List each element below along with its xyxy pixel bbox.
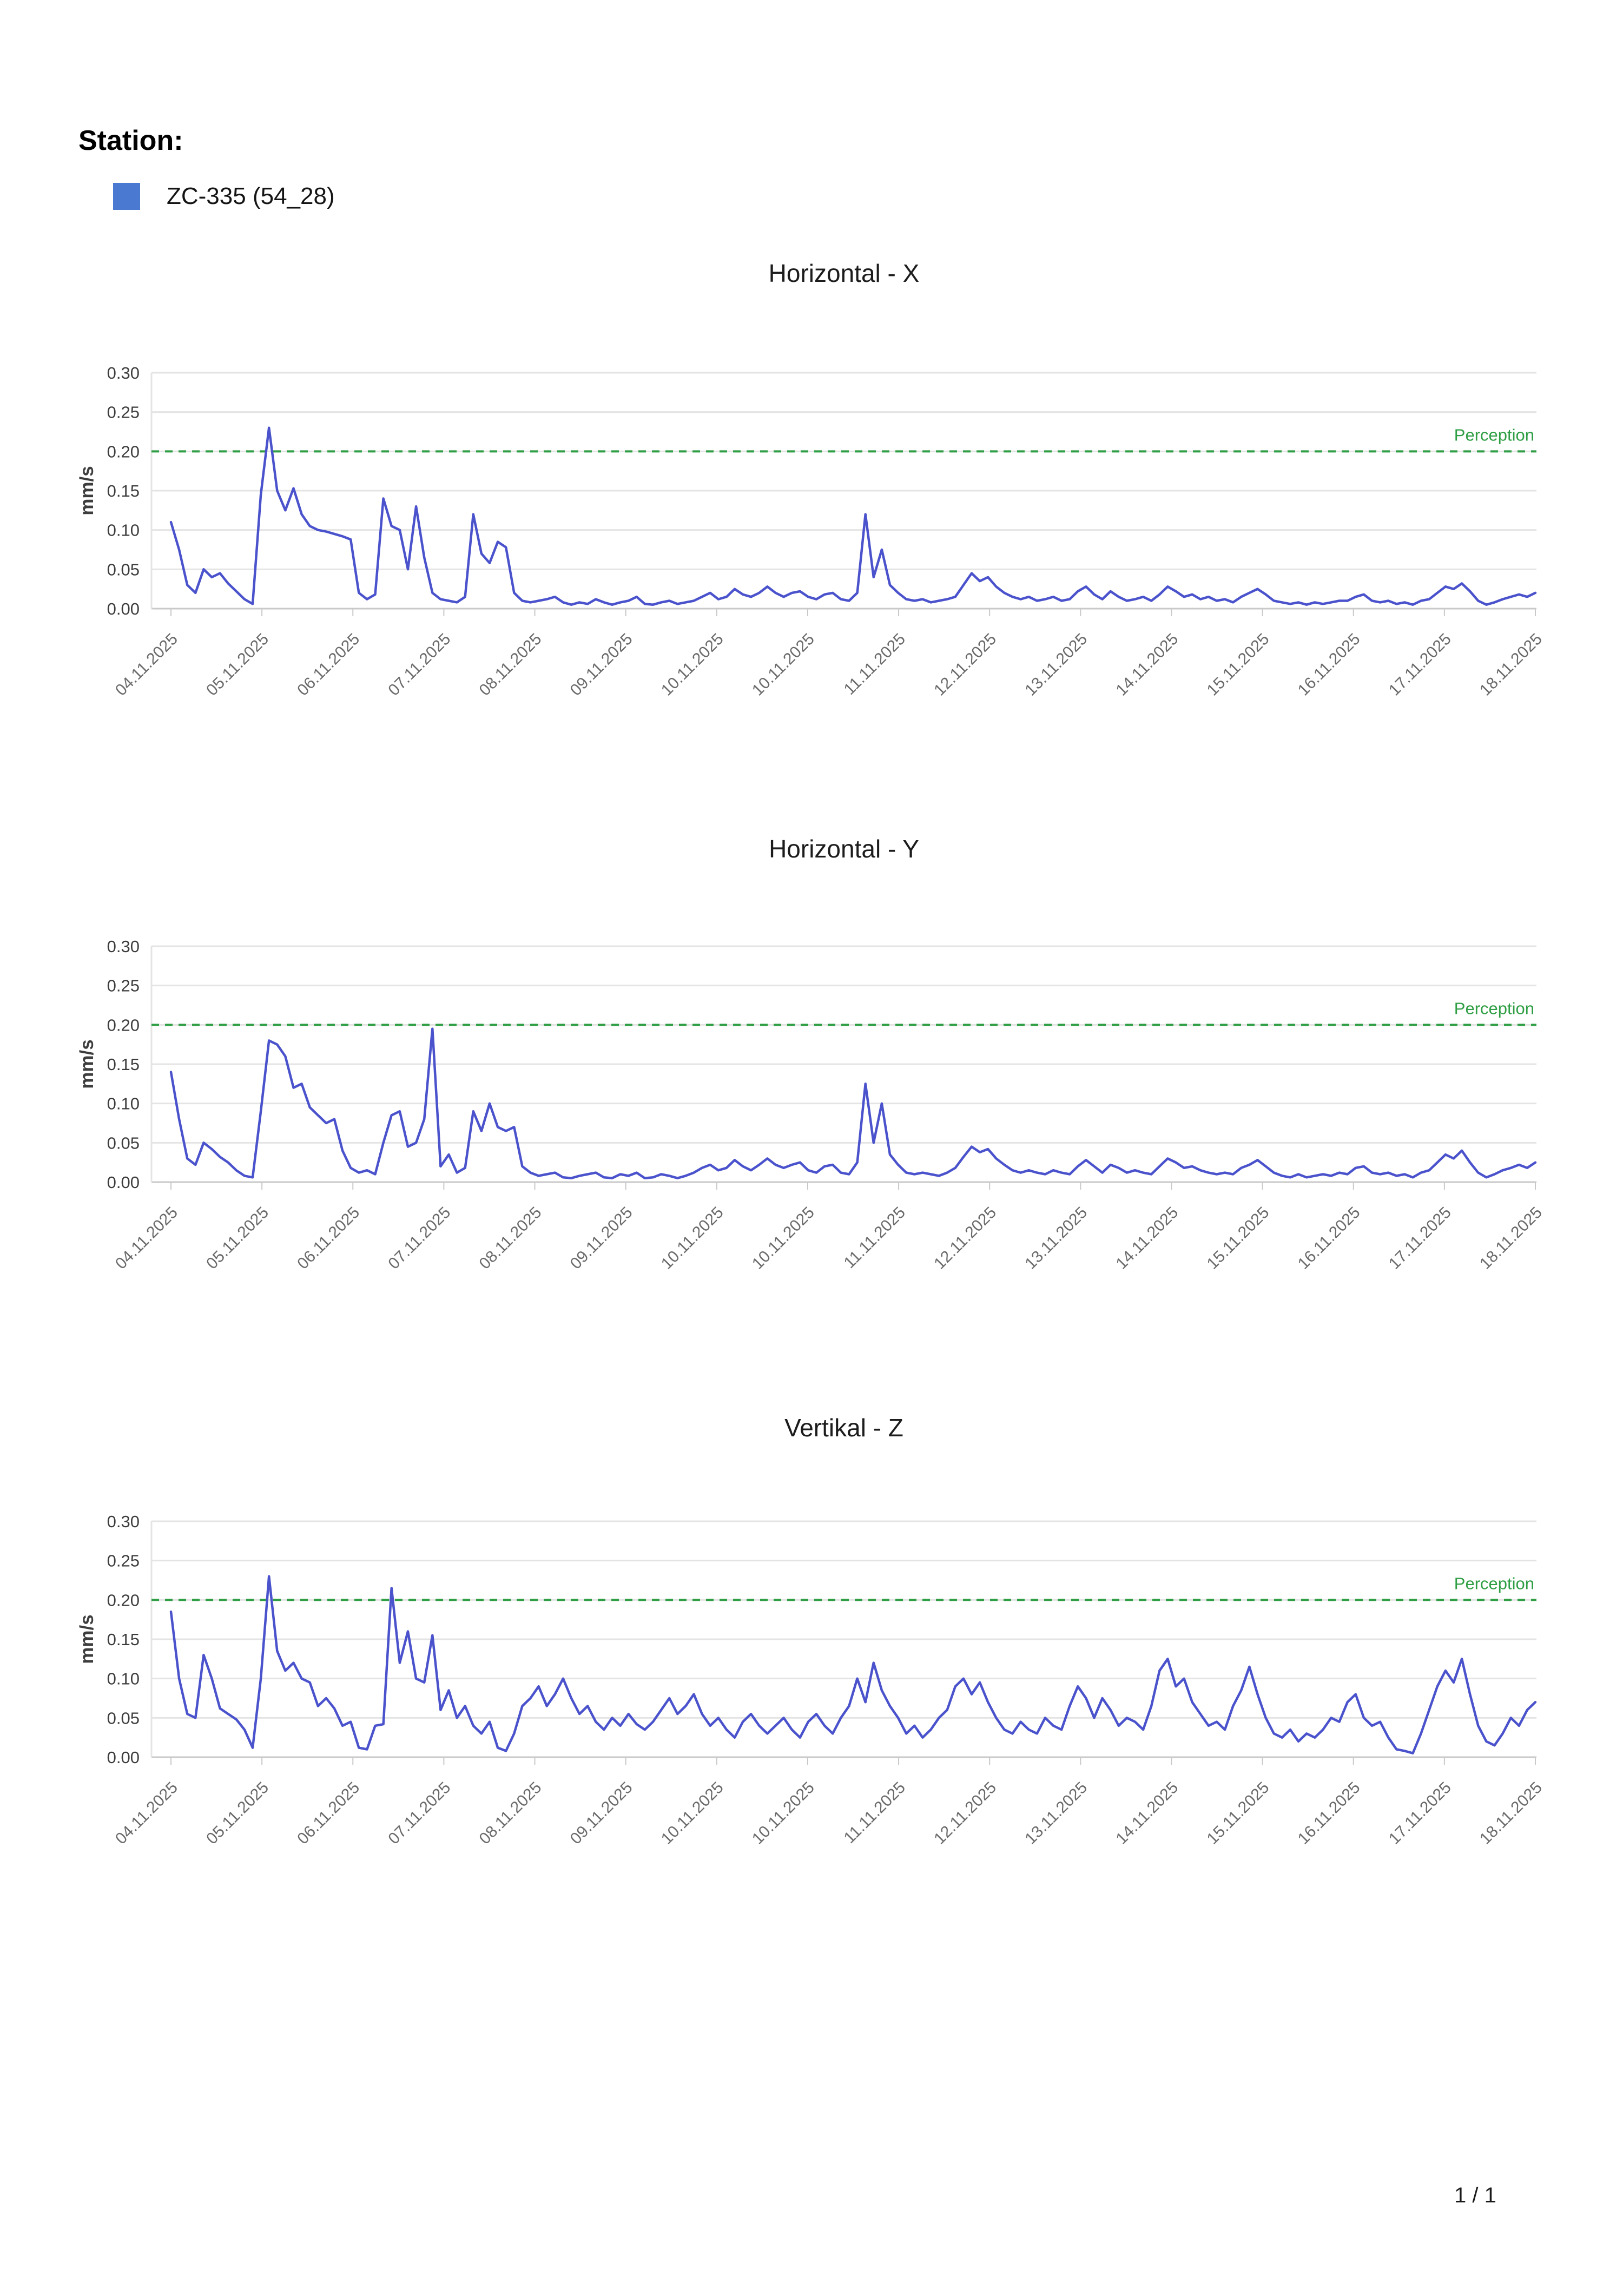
perception-label: Perception [1454,425,1534,444]
y-axis-tick-label: 0.10 [107,521,140,540]
y-axis-tick-label: 0.00 [107,599,140,618]
y-axis-tick-label: 0.15 [107,1055,140,1074]
x-axis-tick-label: 06.11.2025 [294,1779,363,1848]
x-axis-tick-label: 09.11.2025 [567,1779,636,1848]
chart-title-horizontal-x: Horizontal - X [768,259,920,287]
chart-title-horizontal-y: Horizontal - Y [769,835,919,863]
legend-color-swatch [113,183,140,210]
x-axis-tick-label: 06.11.2025 [294,630,363,700]
y-axis-tick-label: 0.30 [107,364,140,382]
x-axis-tick-label: 08.11.2025 [476,1204,545,1273]
y-axis-tick-label: 0.25 [107,403,140,422]
x-axis-tick-label: 09.11.2025 [567,630,636,700]
x-axis-tick-label: 12.11.2025 [931,1779,1000,1848]
y-axis-unit-label: mm/s [76,1039,97,1088]
x-axis-tick-label: 15.11.2025 [1204,630,1273,700]
x-axis-tick-label: 10.11.2025 [658,1204,727,1273]
x-axis-tick-label: 04.11.2025 [112,1779,181,1848]
x-axis-tick-label: 18.11.2025 [1476,1204,1546,1273]
y-axis-tick-label: 0.10 [107,1670,140,1688]
x-axis-tick-label: 04.11.2025 [112,630,181,700]
y-axis-unit-label: mm/s [76,466,97,515]
series-line [169,1027,1537,1179]
y-axis-tick-label: 0.20 [107,1591,140,1609]
chart-plot-horizontal-x: 0.00 0.05 0.10 0.15 0.20 0.25 0.30 04.11.2025 05… [76,364,1546,700]
y-axis-tick-label: 0.20 [107,1015,140,1034]
x-axis-tick-label: 10.11.2025 [658,630,727,700]
x-axis-tick-label: 05.11.2025 [203,1779,272,1848]
x-axis-tick-label: 10.11.2025 [749,1779,818,1848]
chart-plot-vertikal-z: 0.00 0.05 0.10 0.15 0.20 0.25 0.30 04.11.2025 05… [76,1512,1546,1848]
x-axis-tick-label: 10.11.2025 [749,1204,818,1273]
y-axis-tick-label: 0.00 [107,1173,140,1192]
y-axis-tick-label: 0.05 [107,1708,140,1727]
y-axis-tick-label: 0.10 [107,1094,140,1113]
legend-series-label: ZC-335 (54_28) [167,183,335,209]
x-axis-tick-label: 14.11.2025 [1112,1779,1182,1848]
page-number: 1 / 1 [1454,2183,1496,2207]
x-axis-tick-label: 07.11.2025 [385,630,454,700]
x-axis-tick-label: 10.11.2025 [658,1779,727,1848]
chart-plot-horizontal-y: 0.00 0.05 0.10 0.15 0.20 0.25 0.30 04.11.2025 05… [76,937,1546,1273]
y-axis-tick-label: 0.30 [107,1512,140,1531]
x-axis-tick-label: 15.11.2025 [1204,1204,1273,1273]
x-axis-tick-label: 10.11.2025 [749,630,818,700]
series-line [169,426,1537,606]
x-axis-tick-label: 06.11.2025 [294,1204,363,1273]
x-axis-tick-label: 04.11.2025 [112,1204,181,1273]
x-axis-tick-label: 09.11.2025 [567,1204,636,1273]
x-axis-tick-label: 12.11.2025 [931,1204,1000,1273]
perception-label: Perception [1454,999,1534,1018]
y-axis-tick-label: 0.25 [107,977,140,995]
x-axis-tick-label: 14.11.2025 [1112,1204,1182,1273]
x-axis-tick-label: 16.11.2025 [1295,1204,1364,1273]
series-line [169,1575,1537,1754]
y-axis-tick-label: 0.05 [107,560,140,579]
chart-title-vertikal-z: Vertikal - Z [784,1414,903,1442]
x-axis-tick-label: 16.11.2025 [1295,1779,1364,1848]
x-axis-tick-label: 08.11.2025 [476,1779,545,1848]
x-axis-tick-label: 18.11.2025 [1476,630,1546,700]
perception-label: Perception [1454,1574,1534,1593]
x-axis-tick-label: 17.11.2025 [1386,630,1455,700]
x-axis-tick-label: 13.11.2025 [1021,1779,1091,1848]
y-axis-tick-label: 0.25 [107,1552,140,1571]
x-axis-tick-label: 15.11.2025 [1204,1779,1273,1848]
x-axis-tick-label: 18.11.2025 [1476,1779,1546,1848]
station-heading: Station: [78,125,183,156]
x-axis-tick-label: 14.11.2025 [1112,630,1182,700]
x-axis-tick-label: 12.11.2025 [931,630,1000,700]
y-axis-tick-label: 0.20 [107,442,140,461]
x-axis-tick-label: 11.11.2025 [841,1779,909,1847]
x-axis-tick-label: 13.11.2025 [1021,1204,1091,1273]
x-axis-tick-label: 05.11.2025 [203,630,272,700]
x-axis-tick-label: 07.11.2025 [385,1204,454,1273]
y-axis-tick-label: 0.15 [107,481,140,500]
y-axis-tick-label: 0.30 [107,937,140,956]
y-axis-tick-label: 0.05 [107,1133,140,1152]
x-axis-tick-label: 17.11.2025 [1386,1779,1455,1848]
x-axis-tick-label: 13.11.2025 [1021,630,1091,700]
x-axis-tick-label: 11.11.2025 [841,1204,909,1272]
y-axis-tick-label: 0.00 [107,1748,140,1767]
y-axis-unit-label: mm/s [76,1614,97,1664]
x-axis-tick-label: 08.11.2025 [476,630,545,700]
x-axis-tick-label: 07.11.2025 [385,1779,454,1848]
x-axis-tick-label: 05.11.2025 [203,1204,272,1273]
x-axis-tick-label: 17.11.2025 [1386,1204,1455,1273]
x-axis-tick-label: 11.11.2025 [841,630,909,698]
y-axis-tick-label: 0.15 [107,1630,140,1649]
x-axis-tick-label: 16.11.2025 [1295,630,1364,700]
